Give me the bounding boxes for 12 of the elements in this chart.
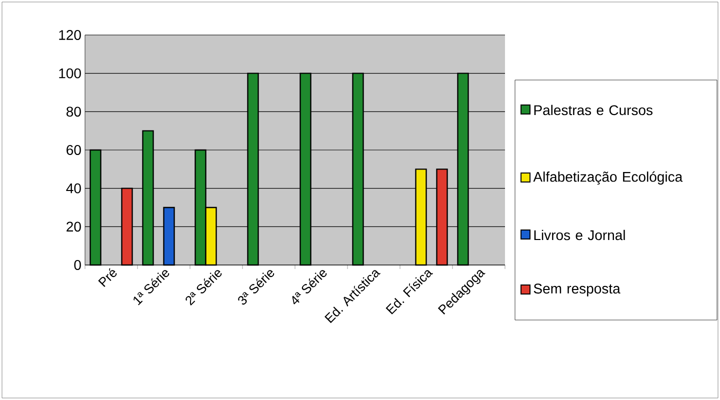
y-tick-label: 0 — [74, 260, 81, 270]
y-tick-label: 100 — [59, 68, 81, 78]
legend-label: Sem resposta — [534, 284, 620, 296]
legend-label: Alfabetização Ecológica — [533, 171, 683, 185]
y-tick-label: 60 — [66, 145, 81, 155]
y-tick-label: 40 — [66, 183, 81, 194]
y-tick-label: 20 — [66, 222, 81, 232]
legend-label: Livros e Jornal — [534, 230, 625, 240]
y-tick-label: 120 — [59, 30, 81, 40]
legend-label: Palestras e Cursos — [534, 104, 652, 116]
y-tick-label: 80 — [66, 106, 81, 117]
x-tick-label: Pré — [98, 268, 117, 288]
